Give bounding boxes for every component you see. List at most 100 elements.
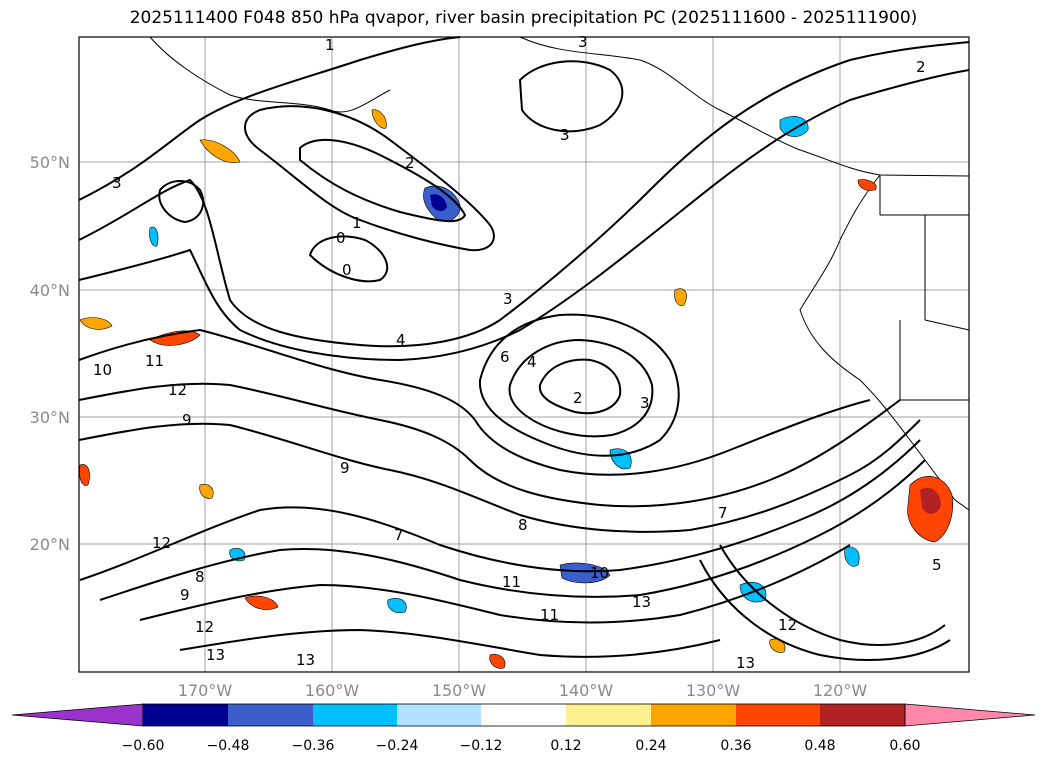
colorbar-label: −0.24 [376, 738, 419, 754]
anomaly-patch [779, 116, 809, 137]
contour-label: 13 [296, 651, 315, 669]
lat-label: 50°N [30, 153, 70, 172]
contour-label: 11 [145, 352, 164, 370]
anomaly-patch [149, 330, 201, 346]
colorbar-label: −0.60 [122, 738, 165, 754]
colorbar-label: 0.36 [720, 738, 751, 754]
contour-line [79, 439, 921, 581]
contour-line [478, 313, 680, 457]
contour-line [78, 41, 970, 348]
anomaly-patch [199, 484, 214, 499]
contour-label: 3 [112, 174, 122, 192]
contour-label: 7 [394, 526, 404, 544]
lat-label: 30°N [30, 408, 70, 427]
colorbar-frame [142, 703, 906, 727]
contour-line [78, 36, 461, 201]
lon-label: 130°W [686, 681, 741, 700]
anomaly-patch [149, 226, 159, 247]
contour-line [158, 180, 205, 224]
colorbar-label: 0.24 [635, 738, 666, 754]
colorbar-segment [736, 704, 820, 726]
qvapor-contours [78, 36, 970, 661]
colorbar-label: −0.48 [207, 738, 250, 754]
coastline-aleutians [149, 36, 391, 113]
map-title: 2025111400 F048 850 hPa qvapor, river ba… [129, 8, 918, 28]
contour-line [99, 459, 926, 601]
colorbar-labels: −0.60 −0.48 −0.36 −0.24 −0.12 0.12 0.24 … [122, 738, 921, 754]
contour-label: 2 [573, 389, 583, 407]
contour-label: 8 [195, 568, 205, 586]
contour-label: 3 [560, 126, 570, 144]
contour-label: 10 [93, 361, 112, 379]
contour-line [538, 358, 622, 415]
contour-label: 7 [718, 504, 728, 522]
colorbar-extend-low [11, 703, 144, 727]
contour-label: 0 [342, 261, 352, 279]
anomaly-patch [674, 288, 687, 306]
contour-labels: 1 2 3 0 0 1 3 4 10 11 12 9 6 4 2 3 9 8 7… [93, 33, 942, 672]
contour-label: 4 [527, 353, 537, 371]
contour-label: 9 [182, 411, 192, 429]
contour-line [78, 382, 901, 508]
contour-label: 13 [206, 646, 225, 664]
colorbar-segment [143, 704, 228, 726]
contour-label: 5 [932, 556, 942, 574]
contour-label: 0 [336, 229, 346, 247]
lon-label: 170°W [178, 681, 233, 700]
colorbar-segment [820, 704, 905, 726]
contour-label: 9 [340, 459, 350, 477]
coastline-west-coast [799, 174, 970, 511]
contour-label: 12 [168, 381, 187, 399]
lon-label: 140°W [559, 681, 614, 700]
coastlines [149, 36, 970, 511]
lon-label: 160°W [305, 681, 360, 700]
lat-label: 20°N [30, 535, 70, 554]
contour-label: 12 [195, 618, 214, 636]
contour-label: 3 [503, 290, 513, 308]
colorbar-label: −0.36 [292, 738, 335, 754]
contour-label: 1 [352, 214, 362, 232]
anomaly-patch [559, 562, 611, 584]
anomaly-patch [244, 595, 279, 610]
coastline-alaska [519, 36, 970, 177]
contour-line [78, 69, 970, 362]
contour-label: 2 [916, 58, 926, 76]
colorbar-label: −0.12 [460, 738, 503, 754]
anomaly-patch [489, 654, 506, 669]
latitude-labels: 50°N 40°N 30°N 20°N [30, 153, 70, 554]
anomaly-patch [79, 464, 90, 486]
colorbar-segment [397, 704, 481, 726]
colorbar-segment [313, 704, 397, 726]
contour-line [719, 544, 946, 646]
contour-label: 1 [325, 36, 335, 54]
contour-label: 10 [590, 564, 609, 582]
contour-line [244, 105, 495, 252]
anomaly-patch [387, 598, 407, 614]
contour-label: 3 [578, 33, 588, 51]
anomaly-patch [79, 317, 113, 330]
anomaly-patch [844, 546, 860, 567]
contour-label: 8 [518, 516, 528, 534]
contour-label: 13 [632, 593, 651, 611]
contour-line [299, 138, 467, 223]
anomaly-patch [857, 179, 877, 191]
contour-label: 11 [540, 606, 559, 624]
precip-anomaly-shading [79, 109, 953, 669]
graticule [79, 37, 969, 672]
anomaly-patch [371, 109, 387, 129]
contour-line [139, 544, 851, 624]
colorbar-label: 0.60 [889, 738, 920, 754]
contour-label: 13 [736, 654, 755, 672]
contour-line [308, 235, 389, 283]
lat-label: 40°N [30, 281, 70, 300]
map-frame [78, 36, 970, 673]
contour-label: 6 [500, 348, 510, 366]
lon-label: 150°W [432, 681, 487, 700]
contour-label: 4 [396, 331, 406, 349]
colorbar-label: 0.12 [550, 738, 581, 754]
anomaly-patch [199, 139, 241, 163]
contour-line [518, 60, 624, 133]
contour-line [78, 328, 871, 476]
contour-label: 12 [778, 616, 797, 634]
